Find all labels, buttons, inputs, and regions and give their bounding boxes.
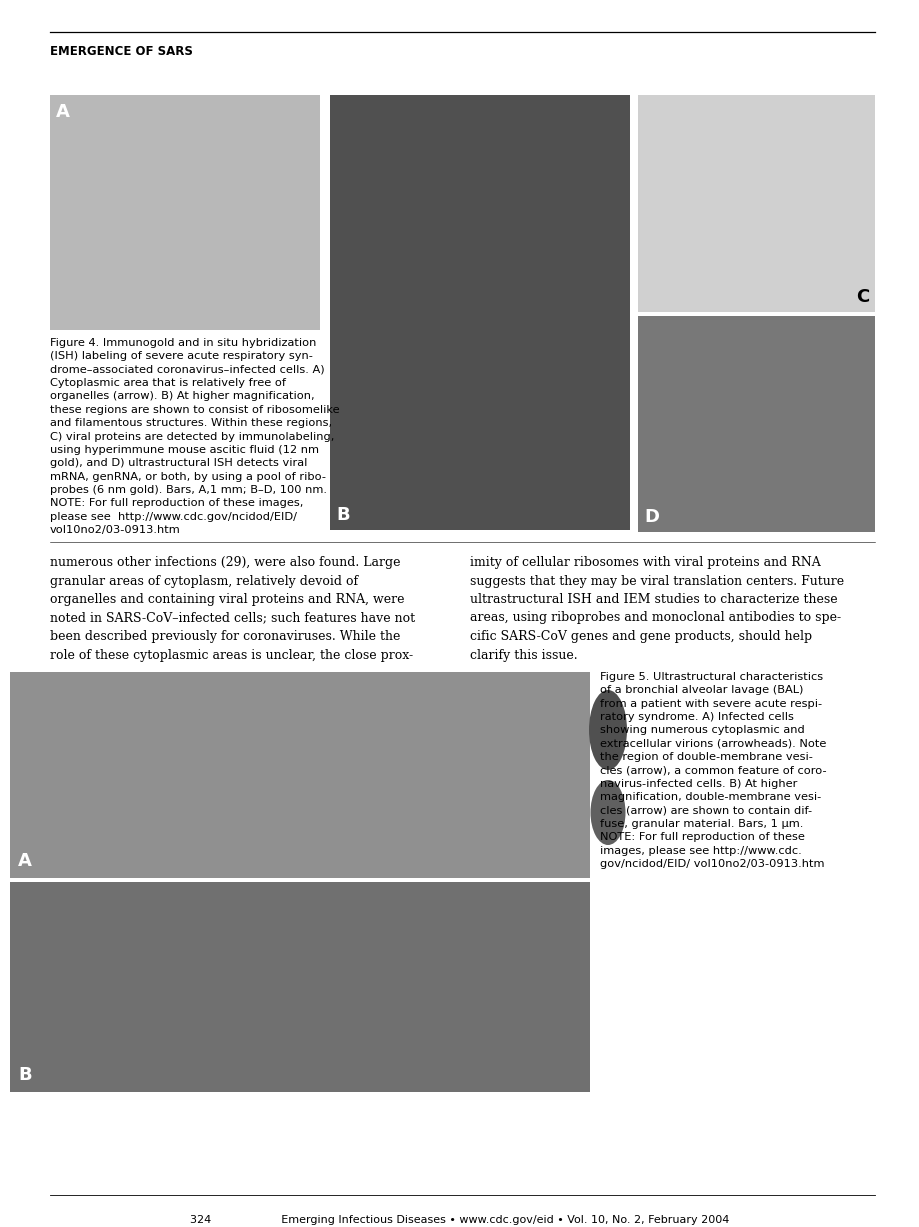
Text: EMERGENCE OF SARS: EMERGENCE OF SARS bbox=[50, 45, 193, 58]
Bar bbox=[637, 317, 874, 533]
Text: B: B bbox=[335, 506, 349, 524]
Text: B: B bbox=[18, 1066, 31, 1083]
Text: C: C bbox=[855, 288, 868, 306]
Ellipse shape bbox=[588, 690, 627, 771]
Text: 324                    Emerging Infectious Diseases • www.cdc.gov/eid • Vol. 10,: 324 Emerging Infectious Diseases • www.c… bbox=[190, 1215, 729, 1225]
Ellipse shape bbox=[590, 780, 625, 845]
Bar bbox=[10, 882, 589, 1092]
Text: A: A bbox=[56, 103, 70, 121]
Bar bbox=[50, 94, 320, 330]
Text: Figure 5. Ultrastructural characteristics
of a bronchial alveolar lavage (BAL)
f: Figure 5. Ultrastructural characteristic… bbox=[599, 672, 826, 869]
Text: A: A bbox=[18, 852, 32, 870]
Text: Figure 4. Immunogold and in situ hybridization
(ISH) labeling of severe acute re: Figure 4. Immunogold and in situ hybridi… bbox=[50, 337, 339, 535]
Bar bbox=[637, 94, 874, 312]
Text: numerous other infections (29), were also found. Large
granular areas of cytopla: numerous other infections (29), were als… bbox=[50, 556, 414, 661]
Bar bbox=[330, 94, 630, 530]
Text: imity of cellular ribosomes with viral proteins and RNA
suggests that they may b: imity of cellular ribosomes with viral p… bbox=[470, 556, 844, 661]
Bar bbox=[10, 672, 589, 879]
Text: D: D bbox=[643, 508, 658, 526]
